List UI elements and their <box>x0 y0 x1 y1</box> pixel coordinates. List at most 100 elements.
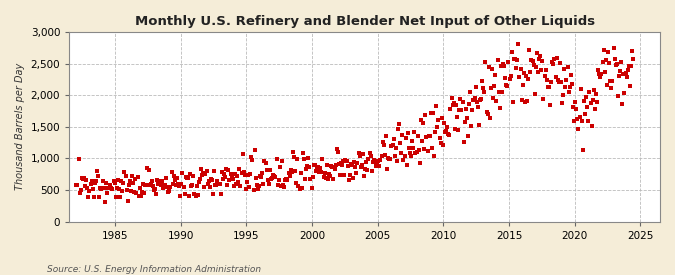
Point <box>141 182 152 187</box>
Point <box>175 194 186 198</box>
Point <box>412 134 423 138</box>
Point <box>215 191 226 196</box>
Point <box>475 98 485 103</box>
Point <box>563 90 574 95</box>
Point <box>471 100 482 104</box>
Point <box>543 85 554 89</box>
Point <box>462 134 473 139</box>
Point <box>331 147 342 152</box>
Point <box>277 158 288 163</box>
Point <box>522 98 533 103</box>
Point <box>84 189 95 193</box>
Point <box>142 166 153 170</box>
Point <box>552 78 563 82</box>
Point <box>531 65 541 69</box>
Point <box>515 67 526 72</box>
Point <box>101 191 112 195</box>
Point <box>578 147 589 152</box>
Point <box>404 151 415 155</box>
Point <box>384 157 395 161</box>
Point <box>539 74 550 78</box>
Point <box>165 185 176 189</box>
Point <box>347 163 358 168</box>
Point <box>387 143 398 148</box>
Point <box>388 136 399 141</box>
Point <box>457 100 468 104</box>
Point <box>122 188 132 192</box>
Point <box>595 75 605 79</box>
Point <box>569 119 580 123</box>
Point <box>464 102 475 106</box>
Point <box>414 161 425 166</box>
Point <box>526 57 537 62</box>
Point <box>499 64 510 68</box>
Point <box>624 64 634 68</box>
Point <box>127 174 138 178</box>
Point <box>282 178 293 182</box>
Point <box>354 154 365 158</box>
Point <box>94 194 105 199</box>
Point <box>607 79 618 84</box>
Point <box>211 183 222 187</box>
Point <box>561 78 572 82</box>
Point <box>517 82 528 87</box>
Point <box>189 192 200 197</box>
Point <box>265 167 275 172</box>
Point <box>396 151 406 155</box>
Point <box>296 186 307 191</box>
Point <box>598 48 609 52</box>
Point <box>110 195 121 200</box>
Point <box>321 176 331 180</box>
Point <box>124 182 134 187</box>
Point <box>74 191 85 196</box>
Point <box>628 57 639 61</box>
Point <box>513 42 524 46</box>
Point <box>321 163 332 167</box>
Point <box>173 183 184 188</box>
Point <box>554 80 564 84</box>
Point <box>298 157 309 161</box>
Point <box>106 186 117 191</box>
Point <box>355 165 366 169</box>
Point <box>537 59 548 63</box>
Point <box>398 158 409 162</box>
Point <box>397 133 408 137</box>
Point <box>568 105 578 109</box>
Point <box>362 168 373 172</box>
Point <box>176 182 187 186</box>
Point <box>284 173 295 178</box>
Point <box>231 181 242 186</box>
Point <box>557 101 568 106</box>
Point <box>606 86 617 91</box>
Point <box>400 136 411 140</box>
Point <box>164 188 175 193</box>
Point <box>421 135 432 139</box>
Point <box>76 187 86 192</box>
Point <box>617 102 628 106</box>
Point <box>341 158 352 163</box>
Point <box>506 50 517 54</box>
Point <box>389 154 400 158</box>
Point <box>626 49 637 54</box>
Point <box>256 175 267 180</box>
Point <box>585 101 596 105</box>
Point <box>576 119 587 123</box>
Point <box>247 158 258 163</box>
Point <box>455 97 466 101</box>
Point <box>298 150 308 155</box>
Point <box>481 109 492 114</box>
Point <box>437 143 448 147</box>
Point <box>584 89 595 94</box>
Point <box>597 60 608 64</box>
Point <box>332 150 343 155</box>
Point <box>246 155 256 159</box>
Point <box>379 143 389 147</box>
Point <box>560 84 571 89</box>
Point <box>225 172 236 177</box>
Point <box>243 173 254 177</box>
Point <box>520 100 531 105</box>
Point <box>192 192 203 197</box>
Point <box>184 194 194 198</box>
Point <box>319 170 330 175</box>
Point <box>275 184 286 188</box>
